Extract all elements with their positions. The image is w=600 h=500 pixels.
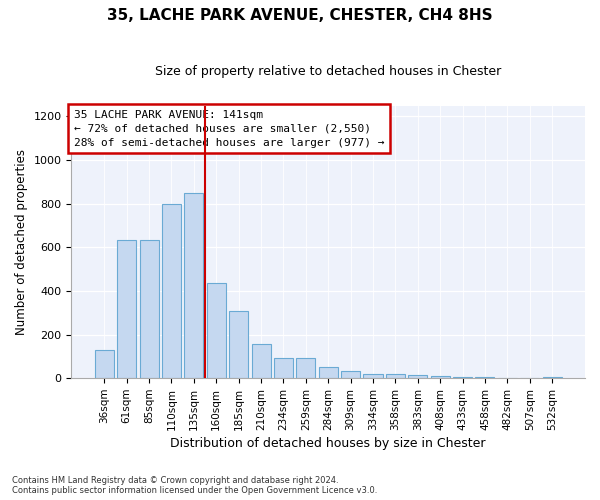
Bar [453, 377, 472, 378]
Bar [184, 193, 203, 378]
Bar [251, 344, 271, 378]
Bar [364, 374, 383, 378]
Bar [431, 376, 449, 378]
Bar [319, 368, 338, 378]
Bar [207, 284, 226, 378]
Bar [408, 375, 427, 378]
Bar [229, 310, 248, 378]
Bar [386, 374, 405, 378]
Bar [117, 240, 136, 378]
Title: Size of property relative to detached houses in Chester: Size of property relative to detached ho… [155, 65, 502, 78]
Text: 35, LACHE PARK AVENUE, CHESTER, CH4 8HS: 35, LACHE PARK AVENUE, CHESTER, CH4 8HS [107, 8, 493, 22]
Bar [274, 358, 293, 378]
Bar [341, 370, 360, 378]
Bar [296, 358, 316, 378]
Text: 35 LACHE PARK AVENUE: 141sqm
← 72% of detached houses are smaller (2,550)
28% of: 35 LACHE PARK AVENUE: 141sqm ← 72% of de… [74, 110, 385, 148]
Y-axis label: Number of detached properties: Number of detached properties [15, 149, 28, 335]
X-axis label: Distribution of detached houses by size in Chester: Distribution of detached houses by size … [170, 437, 486, 450]
Bar [542, 377, 562, 378]
Bar [95, 350, 114, 378]
Bar [162, 204, 181, 378]
Bar [475, 377, 494, 378]
Bar [140, 240, 158, 378]
Text: Contains HM Land Registry data © Crown copyright and database right 2024.
Contai: Contains HM Land Registry data © Crown c… [12, 476, 377, 495]
